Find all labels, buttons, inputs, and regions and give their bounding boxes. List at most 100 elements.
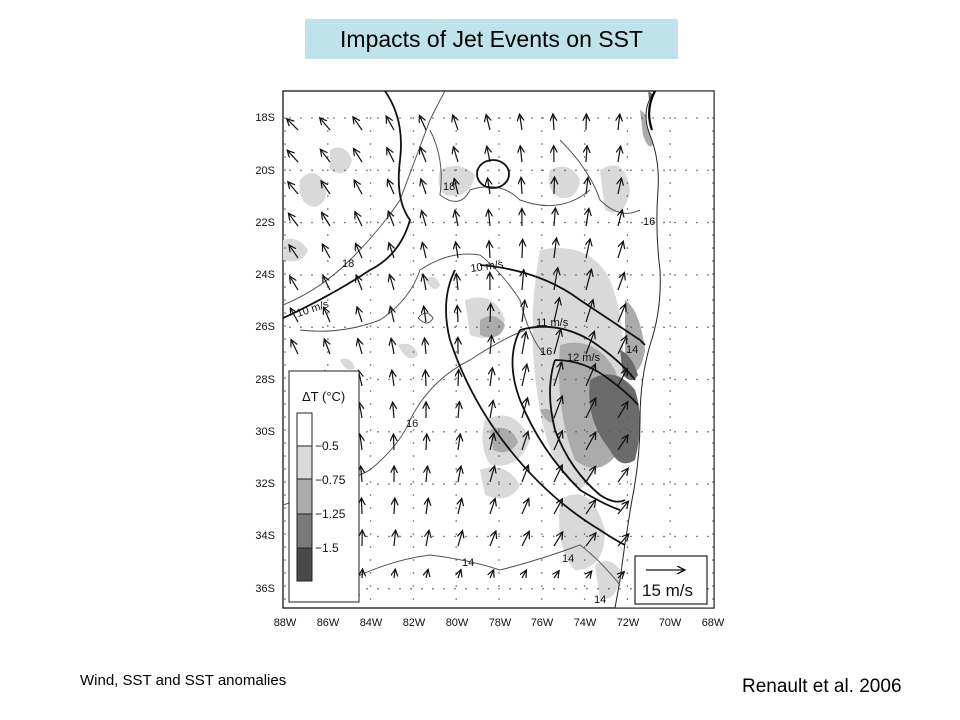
grid-dot [575,169,577,172]
grid-dot [674,431,676,433]
grid-dot [327,507,329,509]
contour-labels: 10 m/s 10 m/s 11 m/s 12 m/s 18 18 16 16 … [295,181,655,606]
grid-dot [333,535,335,538]
wind-arrow [586,239,590,259]
grid-dot [327,260,329,262]
grid-dot [685,221,687,224]
grid-dot [583,364,586,366]
grid-dot [300,117,302,119]
grid-dot [619,169,621,172]
wind-arrow [522,270,524,291]
grid-dot [377,221,379,224]
grid-dot [498,221,500,224]
grid-dot [626,156,629,158]
grid-dot [366,221,368,224]
grid-dot [366,117,368,119]
grid-dot [498,326,500,329]
wind-arrow [327,434,331,451]
grid-dot [669,572,671,574]
grid-dot [712,507,714,509]
wind-arrow [553,298,559,323]
grid-dot [498,483,500,485]
wind-arrow [321,181,331,195]
grid-dot [564,431,566,433]
grid-dot [696,431,698,433]
wind-arrow [488,178,491,195]
grid-dot [652,431,654,433]
wind-arrow [521,398,528,419]
wind-arrow [421,179,426,195]
grid-dot [542,221,544,224]
grid-dot [455,338,458,340]
grid-dot [284,598,286,600]
grid-dot [412,546,415,548]
grid-dot [641,326,643,329]
grid-dot [322,378,324,381]
wind-arrow [287,119,299,131]
grid-dot [432,431,434,433]
wind-arrow [585,533,596,547]
grid-dot [369,546,372,548]
wind-arrow [458,531,463,547]
grid-dot [455,130,458,132]
wind-arrow [617,304,626,323]
grid-dot [541,598,543,600]
grid-dot [626,468,629,470]
wind-arrow [388,211,394,227]
wind-arrow [488,210,490,227]
lon-label: 84W [360,617,383,629]
wind-vectors [287,114,629,578]
grid-dot [284,260,286,262]
grid-dot [707,378,709,381]
grid-dot [412,221,415,223]
grid-dot [509,221,511,224]
wind-arrow [554,268,558,291]
grid-dot [669,403,671,405]
grid-dot [669,247,671,249]
grid-dot [454,431,456,433]
grid-dot [327,182,329,184]
grid-dot [322,326,324,329]
wind-arrow [455,210,458,227]
grid-dot [564,274,566,276]
grid-dot [608,221,610,224]
grid-dot [583,156,586,158]
wind-arrow [617,435,628,451]
grid-dot [455,351,458,353]
lat-label: 26S [255,321,275,333]
grid-dot [412,390,415,392]
grid-dot [432,535,434,538]
grid-dot [498,468,500,470]
grid-dot [712,338,714,340]
grid-dot [455,312,458,314]
grid-dot [333,483,335,485]
lat-label: 22S [255,217,275,229]
grid-dot [421,378,423,381]
grid-dot [712,442,714,444]
grid-dot [289,378,291,381]
grid-dot [707,431,709,433]
grid-dot [712,117,714,119]
grid-dot [369,299,372,301]
legend-box [288,370,360,603]
grid-dot [626,520,629,522]
wind-arrow [356,275,362,291]
grid-dot [412,156,415,158]
wind-arrow [422,211,427,227]
grid-dot [388,535,390,538]
sst-contour-label: 14 [626,344,638,356]
sst-contours [283,91,641,601]
grid-dot [663,221,665,224]
wind-arrow [326,403,330,419]
grid-dot [476,221,478,224]
grid-dot [509,431,511,433]
grid-dot [541,208,543,210]
wind-arrow [324,339,330,355]
wind-arrow [357,307,362,323]
grid-dot [509,169,511,172]
grid-dot [465,169,467,172]
grid-dot [531,221,533,224]
grid-dot [630,431,632,433]
grid-dot [608,274,610,276]
wind-arrow [289,245,299,259]
